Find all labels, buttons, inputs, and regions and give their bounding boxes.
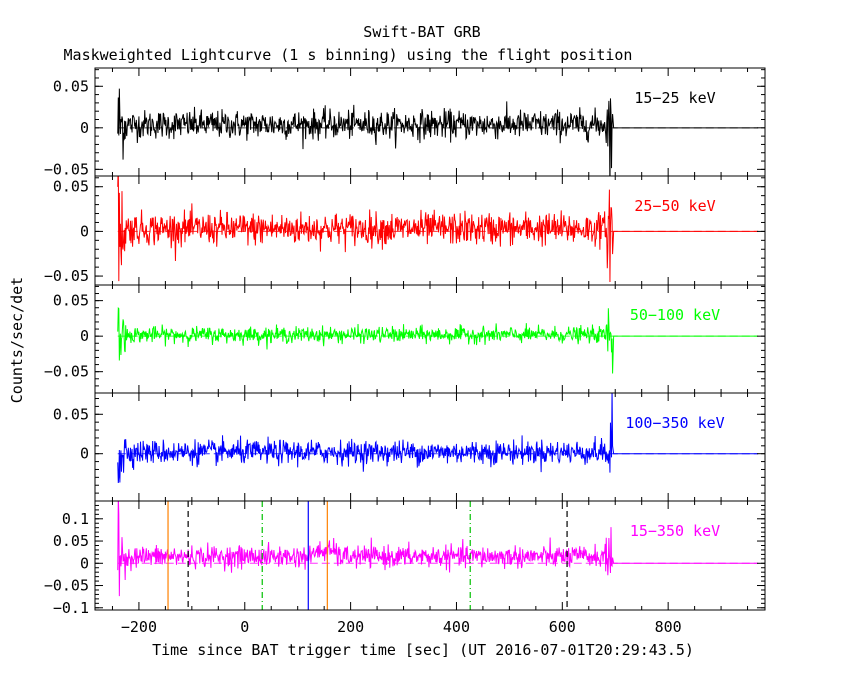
chart-title: Swift-BAT GRB — [363, 23, 480, 41]
y-tick-label: −0.05 — [44, 363, 89, 381]
panel-4: 0.1 0.05 0 −0.05 −0.1 15−350 keV — [44, 500, 766, 617]
y-tick-label: 0.05 — [53, 178, 89, 196]
y-tick-label: 0.1 — [62, 510, 89, 528]
band-label: 15−350 keV — [630, 522, 720, 540]
y-tick-label: 0 — [80, 222, 89, 240]
x-tick-label: 600 — [549, 618, 576, 636]
y-tick-label: 0.05 — [53, 77, 89, 95]
y-tick-label: −0.05 — [44, 160, 89, 178]
panel-frame — [94, 500, 766, 611]
x-axis-label: Time since BAT trigger time [sec] (UT 20… — [152, 641, 694, 659]
series-line-15-25-kev — [117, 88, 759, 176]
y-tick-label: −0.05 — [44, 267, 89, 285]
y-axis-label: Counts/sec/det — [8, 277, 26, 403]
y-tick-label: 0.05 — [53, 292, 89, 310]
chart-subtitle: Maskweighted Lightcurve (1 s binning) us… — [64, 46, 633, 64]
band-label: 100−350 keV — [625, 414, 724, 432]
y-tick-label: 0 — [80, 445, 89, 463]
panel-plot-area — [117, 501, 759, 610]
band-label: 25−50 keV — [634, 197, 715, 215]
band-label: 50−100 keV — [630, 306, 720, 324]
x-tick-label: −200 — [121, 618, 157, 636]
y-tick-label: 0 — [80, 327, 89, 345]
y-tick-label: −0.05 — [44, 577, 89, 595]
panel-plot-area — [117, 176, 759, 283]
panel-plot-area — [117, 88, 759, 176]
series-line-25-50-kev — [117, 176, 759, 283]
band-label: 15−25 keV — [634, 89, 715, 107]
y-tick-label: 0 — [80, 119, 89, 137]
y-tick-label: 0.05 — [53, 405, 89, 423]
panel-2: 0.05 0 −0.05 50−100 keV — [44, 284, 766, 394]
x-tick-label: 800 — [655, 618, 682, 636]
panel-plot-area — [117, 393, 759, 484]
panel-plot-area — [117, 307, 759, 374]
panel-1: 0.05 0 −0.05 25−50 keV — [44, 175, 766, 286]
series-line-15-350-kev — [117, 501, 759, 597]
y-tick-label: 0 — [80, 554, 89, 572]
series-line-100-350-kev — [117, 393, 759, 484]
panel-3: 0.05 0 100−350 keV — [53, 392, 766, 502]
x-tick-label: 200 — [337, 618, 364, 636]
y-tick-label: 0.05 — [53, 532, 89, 550]
panel-0: 0.05 0 −0.05 15−25 keV — [44, 67, 766, 178]
y-tick-label: −0.1 — [53, 599, 89, 617]
x-tick-label: 400 — [443, 618, 470, 636]
x-tick-label: 0 — [240, 618, 249, 636]
